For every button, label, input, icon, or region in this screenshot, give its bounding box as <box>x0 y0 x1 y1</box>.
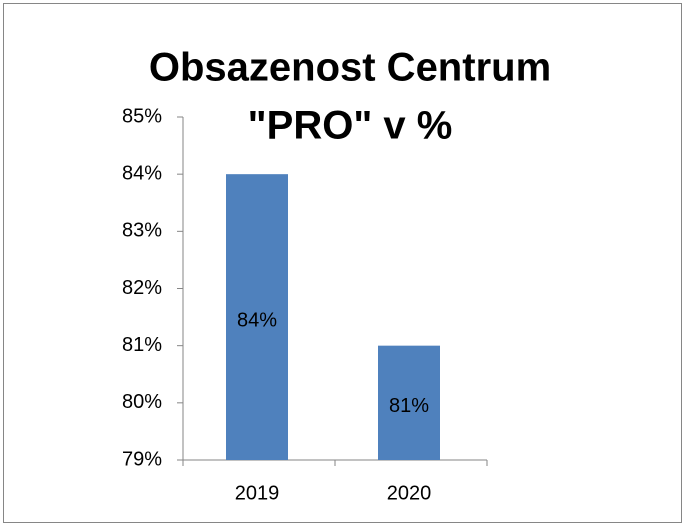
y-tick-label: 82% <box>122 277 162 299</box>
bar <box>378 345 440 460</box>
y-tick-label: 81% <box>122 334 162 356</box>
bar <box>226 174 288 460</box>
y-tick-label: 84% <box>122 162 162 184</box>
chart-border <box>3 3 682 523</box>
x-tick-label: 2019 <box>235 482 280 504</box>
data-label: 81% <box>389 395 429 417</box>
y-tick-label: 80% <box>122 391 162 413</box>
data-label: 84% <box>237 309 277 331</box>
chart-title: "PRO" v % <box>248 104 453 148</box>
x-tick-label: 2020 <box>387 482 432 504</box>
y-tick-label: 85% <box>122 105 162 127</box>
chart-title: Obsazenost Centrum <box>149 46 551 90</box>
y-tick-label: 83% <box>122 220 162 242</box>
y-tick-label: 79% <box>122 448 162 470</box>
